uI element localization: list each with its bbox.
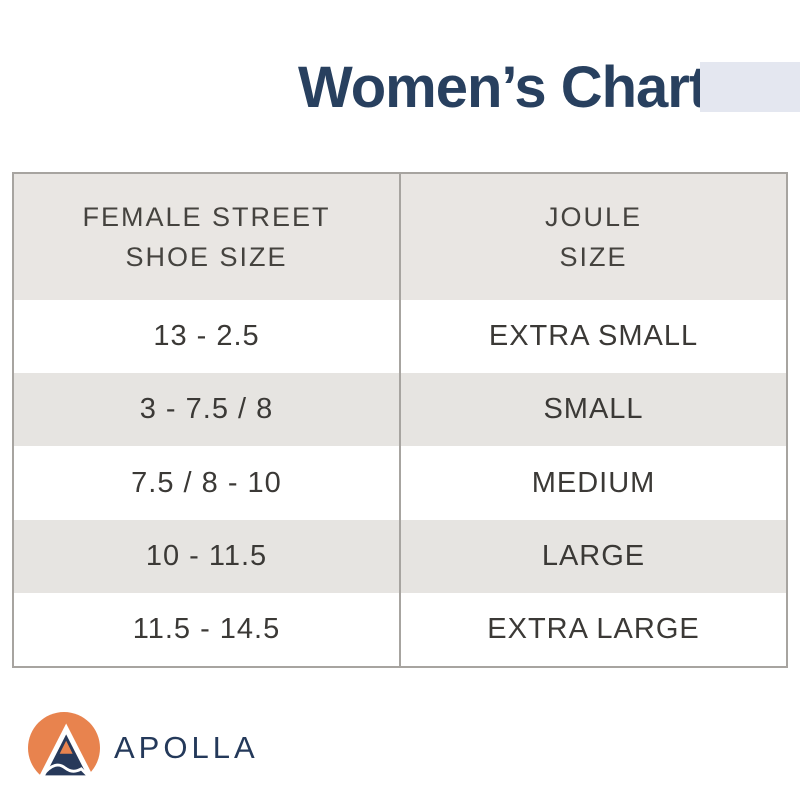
joule-size-cell: SMALL (399, 373, 786, 447)
column-header-shoe-size: FEMALE STREET SHOE SIZE (14, 174, 399, 300)
joule-size-cell: EXTRA LARGE (399, 592, 786, 667)
column-header-line: JOULE (544, 202, 643, 232)
joule-size-cell: LARGE (399, 519, 786, 593)
brand-footer: APOLLA (28, 712, 259, 784)
size-table: FEMALE STREET SHOE SIZE JOULE SIZE 13 - … (12, 172, 788, 668)
table-row: 13 - 2.5 EXTRA SMALL (14, 300, 786, 374)
column-header-joule-size: JOULE SIZE (399, 174, 786, 300)
shoe-size-cell: 11.5 - 14.5 (132, 612, 281, 645)
brand-wordmark: APOLLA (114, 730, 259, 765)
joule-size-cell: EXTRA SMALL (399, 300, 786, 374)
table-row: 7.5 / 8 - 10 MEDIUM (14, 446, 786, 520)
shoe-size-cell: 7.5 / 8 - 10 (131, 466, 282, 499)
table-row: 10 - 11.5 LARGE (14, 519, 786, 593)
apolla-logo-icon (28, 712, 100, 784)
shoe-size-cell: 13 - 2.5 (153, 320, 260, 353)
table-row: 3 - 7.5 / 8 SMALL (14, 373, 786, 447)
shoe-size-cell: 10 - 11.5 (145, 539, 268, 572)
table-header-row: FEMALE STREET SHOE SIZE JOULE SIZE (14, 174, 786, 300)
column-header-line: SIZE (559, 242, 628, 272)
joule-size-cell: MEDIUM (399, 446, 786, 520)
table-row: 11.5 - 14.5 EXTRA LARGE (14, 592, 786, 667)
column-header-line: FEMALE STREET (82, 202, 331, 232)
column-header-line: SHOE SIZE (125, 242, 288, 272)
page-title: Women’s Chart (298, 55, 708, 120)
shoe-size-cell: 3 - 7.5 / 8 (139, 393, 274, 426)
title-accent-rect (700, 62, 800, 112)
